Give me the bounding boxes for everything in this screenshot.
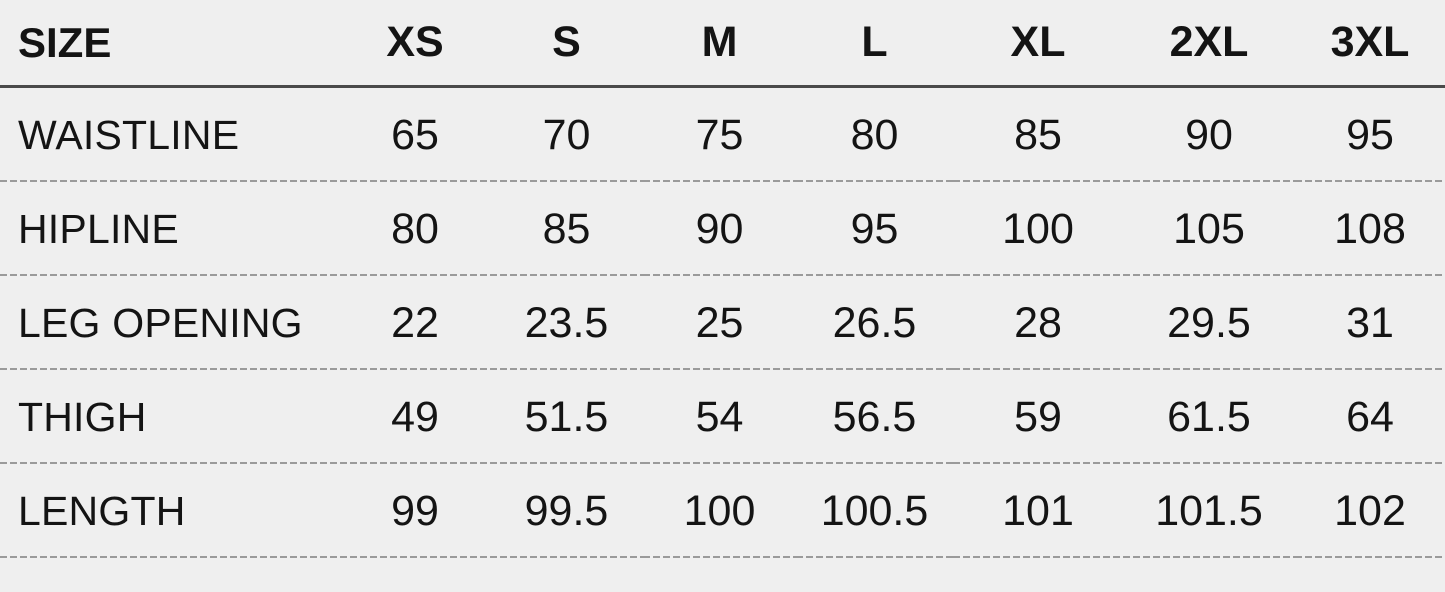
value-cell: 56.5 bbox=[796, 370, 953, 464]
value-cell: 23.5 bbox=[490, 276, 643, 370]
column-header-2xl: 2XL bbox=[1123, 0, 1295, 88]
value-cell: 28 bbox=[953, 276, 1123, 370]
value-cell: 65 bbox=[340, 88, 490, 182]
value-cell: 108 bbox=[1295, 182, 1445, 276]
value-cell: 22 bbox=[340, 276, 490, 370]
value-cell: 99 bbox=[340, 464, 490, 558]
row-label: HIPLINE bbox=[0, 182, 340, 276]
value-cell: 100 bbox=[953, 182, 1123, 276]
value-cell: 26.5 bbox=[796, 276, 953, 370]
value-cell: 70 bbox=[490, 88, 643, 182]
size-chart-table: SIZE XS S M L XL 2XL 3XL WAISTLINE 65 70… bbox=[0, 0, 1445, 558]
column-header-s: S bbox=[490, 0, 643, 88]
column-header-3xl: 3XL bbox=[1295, 0, 1445, 88]
value-cell: 49 bbox=[340, 370, 490, 464]
column-header-m: M bbox=[643, 0, 796, 88]
row-label: WAISTLINE bbox=[0, 88, 340, 182]
value-cell: 80 bbox=[796, 88, 953, 182]
value-cell: 101.5 bbox=[1123, 464, 1295, 558]
column-header-xl: XL bbox=[953, 0, 1123, 88]
value-cell: 100 bbox=[643, 464, 796, 558]
value-cell: 99.5 bbox=[490, 464, 643, 558]
table-row-waistline: WAISTLINE 65 70 75 80 85 90 95 bbox=[0, 88, 1445, 182]
value-cell: 80 bbox=[340, 182, 490, 276]
row-label: THIGH bbox=[0, 370, 340, 464]
table-row-thigh: THIGH 49 51.5 54 56.5 59 61.5 64 bbox=[0, 370, 1445, 464]
value-cell: 95 bbox=[1295, 88, 1445, 182]
value-cell: 95 bbox=[796, 182, 953, 276]
value-cell: 101 bbox=[953, 464, 1123, 558]
column-header-xs: XS bbox=[340, 0, 490, 88]
value-cell: 64 bbox=[1295, 370, 1445, 464]
value-cell: 102 bbox=[1295, 464, 1445, 558]
value-cell: 51.5 bbox=[490, 370, 643, 464]
header-row: SIZE XS S M L XL 2XL 3XL bbox=[0, 0, 1445, 88]
value-cell: 75 bbox=[643, 88, 796, 182]
table-row-hipline: HIPLINE 80 85 90 95 100 105 108 bbox=[0, 182, 1445, 276]
value-cell: 25 bbox=[643, 276, 796, 370]
value-cell: 90 bbox=[1123, 88, 1295, 182]
value-cell: 100.5 bbox=[796, 464, 953, 558]
value-cell: 90 bbox=[643, 182, 796, 276]
value-cell: 85 bbox=[490, 182, 643, 276]
table-row-leg-opening: LEG OPENING 22 23.5 25 26.5 28 29.5 31 bbox=[0, 276, 1445, 370]
row-label: LENGTH bbox=[0, 464, 340, 558]
column-header-size: SIZE bbox=[0, 0, 340, 88]
value-cell: 85 bbox=[953, 88, 1123, 182]
row-label: LEG OPENING bbox=[0, 276, 340, 370]
value-cell: 105 bbox=[1123, 182, 1295, 276]
table-row-length: LENGTH 99 99.5 100 100.5 101 101.5 102 bbox=[0, 464, 1445, 558]
value-cell: 61.5 bbox=[1123, 370, 1295, 464]
value-cell: 31 bbox=[1295, 276, 1445, 370]
value-cell: 59 bbox=[953, 370, 1123, 464]
column-header-l: L bbox=[796, 0, 953, 88]
value-cell: 54 bbox=[643, 370, 796, 464]
value-cell: 29.5 bbox=[1123, 276, 1295, 370]
